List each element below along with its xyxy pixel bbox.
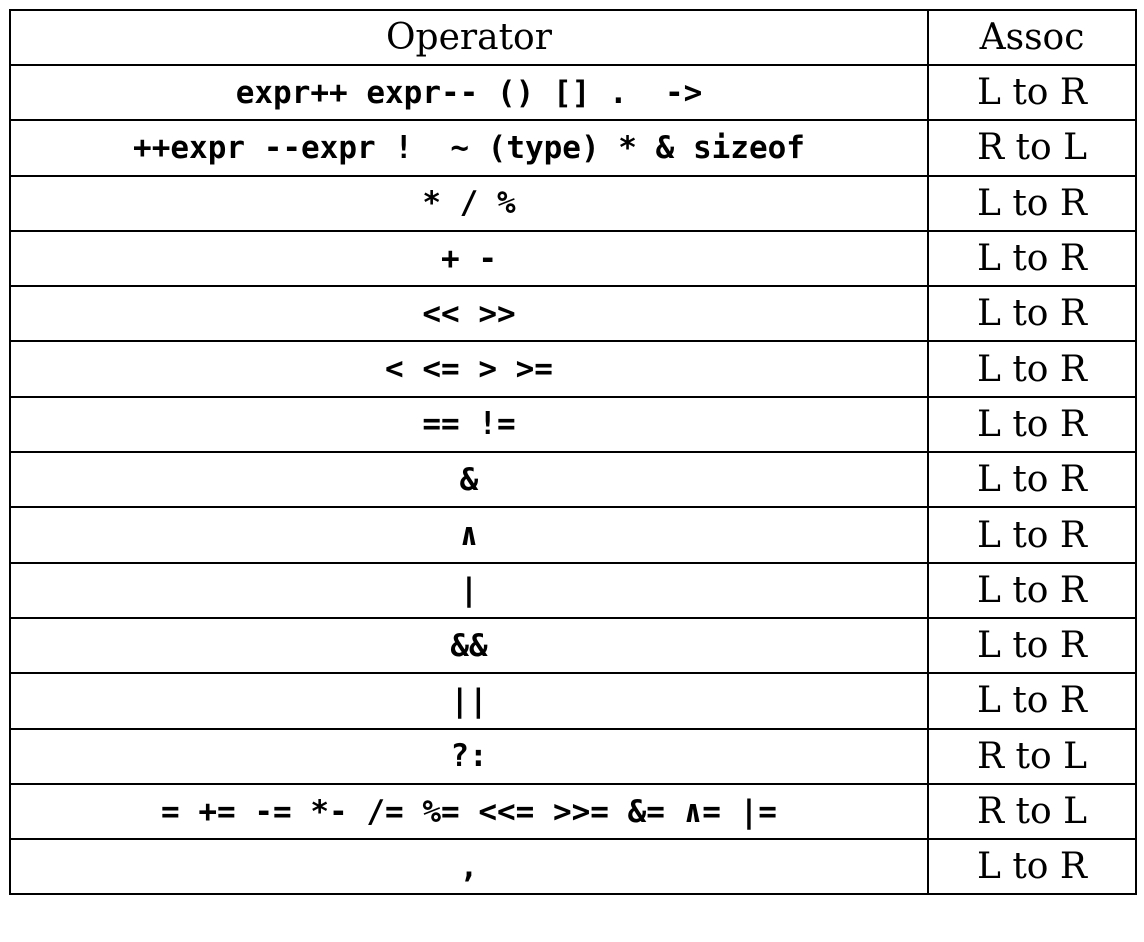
operator-cell: ∧: [9, 506, 929, 564]
assoc-cell: L to R: [927, 451, 1137, 509]
table-row: + - L to R: [9, 229, 1137, 288]
operator-cell: < <= > >=: [9, 340, 929, 398]
assoc-cell: L to R: [927, 229, 1137, 288]
table-row: == != L to R: [9, 395, 1137, 454]
table-row: << >> L to R: [9, 285, 1137, 343]
operator-cell: ?:: [9, 727, 929, 785]
operator-cell: ,: [9, 838, 929, 896]
table-row: | L to R: [9, 561, 1137, 619]
operator-cell: ++expr --expr ! ~ (type) * & sizeof: [9, 119, 929, 177]
operator-cell: = += -= *- /= %= <<= >>= &= ∧= |=: [9, 782, 929, 841]
assoc-cell: L to R: [927, 174, 1137, 232]
table-row: expr++ expr-- () [] . -> L to R: [9, 63, 1137, 122]
assoc-cell: L to R: [927, 672, 1137, 730]
operator-cell: &: [9, 451, 929, 509]
operator-cell: ||: [9, 672, 929, 730]
assoc-column-header: Assoc: [927, 9, 1137, 66]
table-row: ∧ L to R: [9, 506, 1137, 564]
operator-cell: + -: [9, 229, 929, 288]
operator-cell: * / %: [9, 174, 929, 232]
operator-cell: &&: [9, 616, 929, 675]
assoc-cell: R to L: [927, 782, 1137, 841]
operator-cell: |: [9, 561, 929, 619]
assoc-cell: L to R: [927, 561, 1137, 619]
table-row: * / % L to R: [9, 174, 1137, 232]
operator-precedence-table: Operator Assoc expr++ expr-- () [] . -> …: [9, 9, 1137, 896]
operator-cell: << >>: [9, 285, 929, 343]
assoc-cell: L to R: [927, 506, 1137, 564]
assoc-cell: R to L: [927, 727, 1137, 785]
assoc-cell: L to R: [927, 340, 1137, 398]
table-row: < <= > >= L to R: [9, 340, 1137, 398]
assoc-cell: L to R: [927, 63, 1137, 122]
table-row: && L to R: [9, 616, 1137, 675]
table-row: ++expr --expr ! ~ (type) * & sizeof R to…: [9, 119, 1137, 177]
assoc-cell: L to R: [927, 395, 1137, 454]
table-row: ?: R to L: [9, 727, 1137, 785]
operator-column-header: Operator: [9, 9, 929, 66]
operator-cell: == !=: [9, 395, 929, 454]
table-row: & L to R: [9, 451, 1137, 509]
assoc-cell: L to R: [927, 285, 1137, 343]
table-row: || L to R: [9, 672, 1137, 730]
table-row: = += -= *- /= %= <<= >>= &= ∧= |= R to L: [9, 782, 1137, 841]
table-header-row: Operator Assoc: [9, 9, 1137, 66]
table-row: , L to R: [9, 838, 1137, 896]
assoc-cell: R to L: [927, 119, 1137, 177]
assoc-cell: L to R: [927, 616, 1137, 675]
operator-cell: expr++ expr-- () [] . ->: [9, 63, 929, 122]
assoc-cell: L to R: [927, 838, 1137, 896]
